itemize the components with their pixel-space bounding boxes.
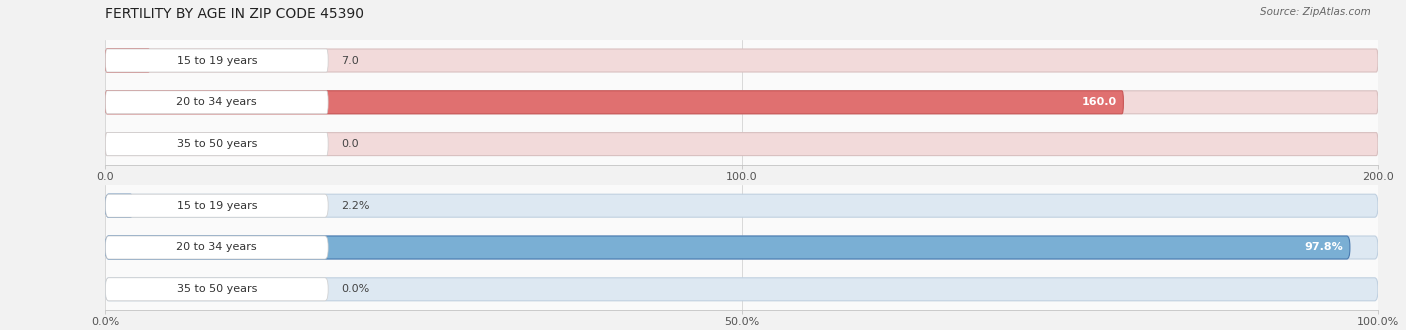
Text: 15 to 19 years: 15 to 19 years xyxy=(177,55,257,65)
Text: 160.0: 160.0 xyxy=(1081,97,1116,107)
Text: 97.8%: 97.8% xyxy=(1305,243,1344,252)
Text: 7.0: 7.0 xyxy=(340,55,359,65)
Text: 20 to 34 years: 20 to 34 years xyxy=(177,97,257,107)
Text: 35 to 50 years: 35 to 50 years xyxy=(177,284,257,294)
FancyBboxPatch shape xyxy=(105,278,328,301)
Text: 2.2%: 2.2% xyxy=(340,201,370,211)
FancyBboxPatch shape xyxy=(105,133,1378,156)
FancyBboxPatch shape xyxy=(105,133,328,156)
FancyBboxPatch shape xyxy=(105,49,150,72)
FancyBboxPatch shape xyxy=(105,91,1123,114)
Text: 35 to 50 years: 35 to 50 years xyxy=(177,139,257,149)
FancyBboxPatch shape xyxy=(105,91,328,114)
FancyBboxPatch shape xyxy=(105,236,328,259)
Text: 0.0: 0.0 xyxy=(340,139,359,149)
FancyBboxPatch shape xyxy=(105,49,1378,72)
FancyBboxPatch shape xyxy=(105,194,1378,217)
FancyBboxPatch shape xyxy=(105,278,1378,301)
Text: 20 to 34 years: 20 to 34 years xyxy=(177,243,257,252)
Text: 0.0%: 0.0% xyxy=(340,284,370,294)
FancyBboxPatch shape xyxy=(105,236,1378,259)
FancyBboxPatch shape xyxy=(105,194,328,217)
FancyBboxPatch shape xyxy=(105,91,1378,114)
FancyBboxPatch shape xyxy=(105,236,1350,259)
FancyBboxPatch shape xyxy=(105,194,134,217)
Text: Source: ZipAtlas.com: Source: ZipAtlas.com xyxy=(1260,7,1371,16)
Text: FERTILITY BY AGE IN ZIP CODE 45390: FERTILITY BY AGE IN ZIP CODE 45390 xyxy=(105,7,364,20)
FancyBboxPatch shape xyxy=(105,49,328,72)
Text: 15 to 19 years: 15 to 19 years xyxy=(177,201,257,211)
